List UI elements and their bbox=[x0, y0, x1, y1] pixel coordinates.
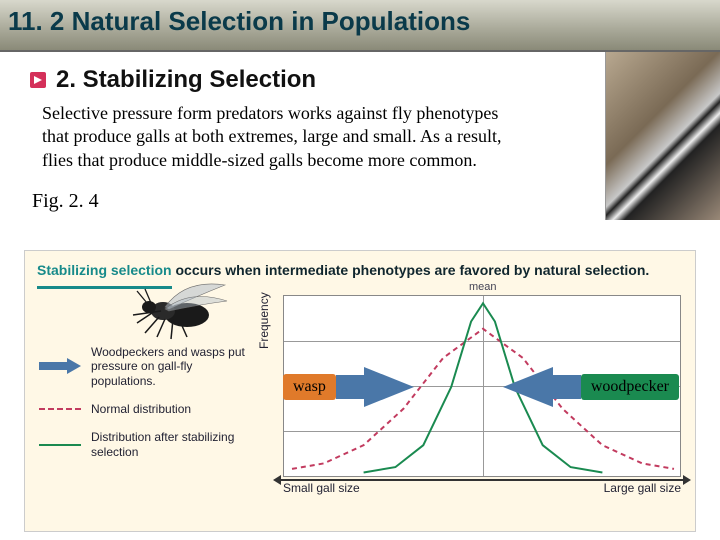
legend-arrow-icon bbox=[39, 358, 81, 374]
chapter-title: 11. 2 Natural Selection in Populations bbox=[8, 6, 470, 37]
legend-pressure-text: Woodpeckers and wasps put pressure on ga… bbox=[91, 345, 259, 388]
arrow-head-right-icon bbox=[364, 367, 414, 407]
section-body: Selective pressure form predators works … bbox=[42, 102, 522, 172]
arrow-head-left-icon bbox=[503, 367, 553, 407]
wasp-illustration bbox=[115, 271, 235, 341]
badge-woodpecker: woodpecker bbox=[581, 374, 679, 400]
legend-dash-icon bbox=[39, 408, 81, 410]
figure-caption: Fig. 2. 4 bbox=[32, 190, 690, 213]
bullet-arrow-icon bbox=[30, 72, 46, 88]
section-heading: 2. Stabilizing Selection bbox=[56, 66, 316, 94]
chart-mean-label: mean bbox=[469, 281, 497, 293]
legend-row-pressure: Woodpeckers and wasps put pressure on ga… bbox=[39, 345, 259, 388]
arrow-stem bbox=[551, 375, 581, 399]
section-heading-row: 2. Stabilizing Selection bbox=[30, 66, 690, 94]
chart-ylabel: Frequency bbox=[257, 292, 271, 349]
legend-solid-icon bbox=[39, 444, 81, 446]
xlabel-right: Large gall size bbox=[604, 481, 681, 495]
legend-stabilizing-text: Distribution after stabilizing selection bbox=[91, 430, 259, 459]
woodpecker-photo bbox=[605, 52, 720, 220]
x-axis-labels: Small gall size Large gall size bbox=[283, 481, 681, 495]
xlabel-left: Small gall size bbox=[283, 481, 360, 495]
legend-normal-text: Normal distribution bbox=[91, 402, 259, 416]
figure-panel: Stabilizing selection occurs when interm… bbox=[24, 250, 696, 532]
pressure-arrow-right: woodpecker bbox=[503, 367, 679, 407]
figure-header-rest: occurs when intermediate phenotypes are … bbox=[172, 262, 650, 278]
legend: Woodpeckers and wasps put pressure on ga… bbox=[39, 345, 259, 473]
legend-row-stabilizing: Distribution after stabilizing selection bbox=[39, 430, 259, 459]
pressure-arrow-left: wasp bbox=[283, 367, 414, 407]
badge-wasp: wasp bbox=[283, 374, 336, 400]
figure-body: Woodpeckers and wasps put pressure on ga… bbox=[25, 289, 695, 515]
arrow-stem bbox=[336, 375, 366, 399]
chapter-header: 11. 2 Natural Selection in Populations bbox=[0, 0, 720, 52]
legend-row-normal: Normal distribution bbox=[39, 402, 259, 416]
